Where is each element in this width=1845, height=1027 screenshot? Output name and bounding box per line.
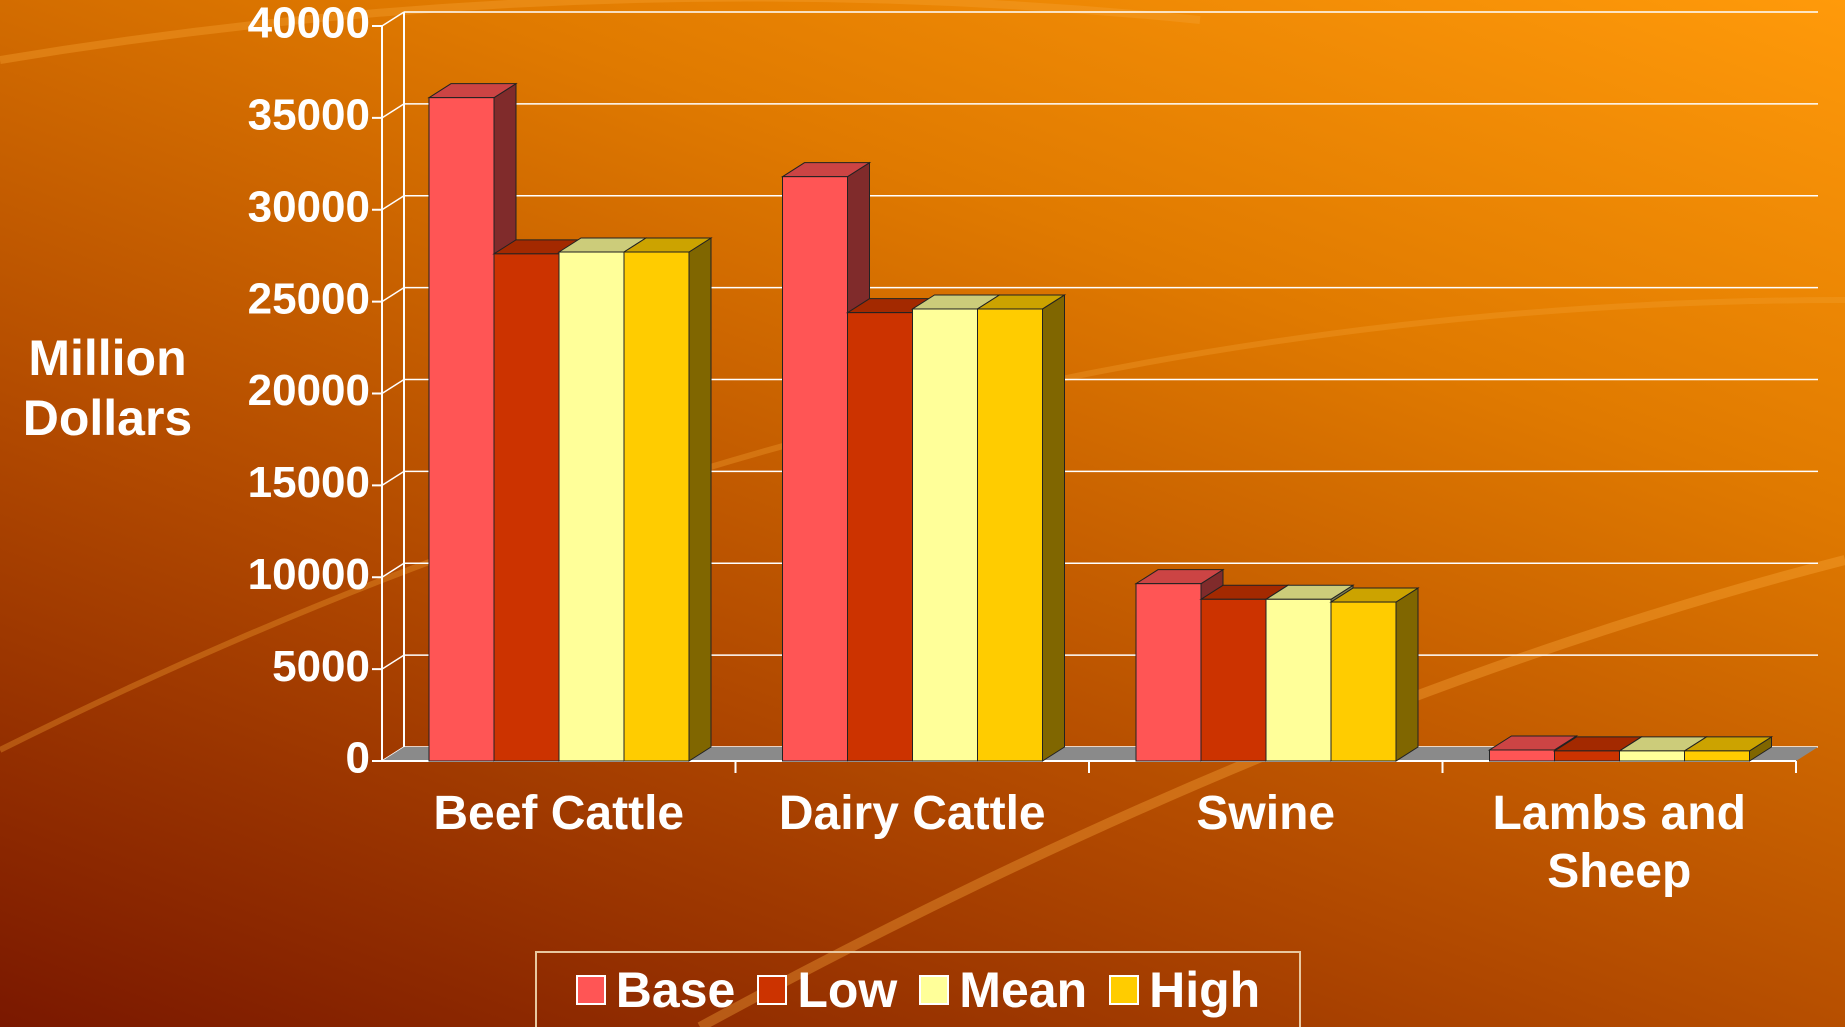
- legend-label: Low: [797, 961, 897, 1019]
- bar: [429, 98, 494, 761]
- y-tick-label: 5000: [272, 642, 370, 691]
- legend-label: High: [1149, 961, 1260, 1019]
- legend-label: Mean: [959, 961, 1087, 1019]
- bar-side: [1043, 295, 1065, 761]
- bar: [624, 252, 689, 761]
- legend-item: Base: [576, 961, 736, 1019]
- legend-swatch: [757, 975, 787, 1005]
- x-tick-label: Beef Cattle: [409, 785, 709, 843]
- y-tick-label: 35000: [248, 91, 370, 140]
- y-tick-label: 30000: [248, 182, 370, 231]
- grid-line: [382, 196, 404, 210]
- bar: [978, 309, 1043, 761]
- bar: [1266, 599, 1331, 761]
- grid-line: [382, 288, 404, 302]
- slide: 0 5000 10000 15000 20000 25000 30000 35000 40000…: [0, 0, 1845, 1027]
- bar: [1331, 602, 1396, 761]
- legend-item: High: [1109, 961, 1260, 1019]
- legend: Base Low Mean High: [535, 951, 1301, 1027]
- y-tick-label: 10000: [248, 550, 370, 599]
- bar: [1620, 751, 1685, 761]
- grid-line: [382, 380, 404, 394]
- grid-line: [382, 471, 404, 485]
- bar: [1201, 599, 1266, 761]
- grid-line: [382, 104, 404, 118]
- bar-side: [1396, 588, 1418, 761]
- legend-swatch: [919, 975, 949, 1005]
- decoration: [0, 0, 1200, 60]
- y-axis-label: Million Dollars: [0, 328, 215, 448]
- x-tick-label: Swine: [1116, 785, 1416, 843]
- bar: [494, 254, 559, 761]
- bar: [1490, 750, 1555, 761]
- legend-swatch: [576, 975, 606, 1005]
- y-tick-label: 20000: [248, 366, 370, 415]
- y-tick-label: 40000: [248, 0, 370, 48]
- bar: [913, 309, 978, 761]
- bar: [783, 177, 848, 761]
- x-tick-label: Lambs and Sheep: [1469, 785, 1769, 900]
- x-tick-label: Dairy Cattle: [762, 785, 1062, 843]
- bar: [1685, 751, 1750, 761]
- y-tick-label: 15000: [248, 458, 370, 507]
- bar: [1555, 751, 1620, 761]
- legend-item: Mean: [919, 961, 1087, 1019]
- y-tick-label: 0: [346, 734, 370, 783]
- y-tick-label: 25000: [248, 274, 370, 323]
- bar-side: [689, 238, 711, 761]
- legend-label: Base: [616, 961, 736, 1019]
- bar: [559, 252, 624, 761]
- bar: [1136, 584, 1201, 761]
- bar: [848, 313, 913, 761]
- legend-item: Low: [757, 961, 897, 1019]
- legend-swatch: [1109, 975, 1139, 1005]
- grid-line: [382, 655, 404, 669]
